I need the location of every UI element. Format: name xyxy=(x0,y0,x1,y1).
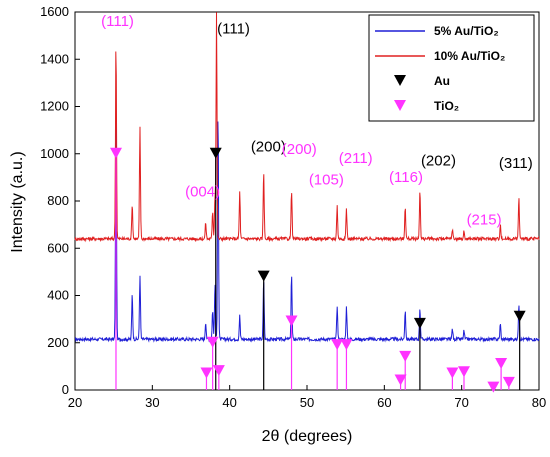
legend-label: 5% Au/TiO₂ xyxy=(434,24,499,38)
y-tick-label: 800 xyxy=(47,193,69,208)
y-tick-label: 1600 xyxy=(40,4,69,19)
legend-marker-swatch xyxy=(394,100,406,111)
peak-annotation: (111) xyxy=(217,20,250,37)
reference-marker xyxy=(446,367,459,379)
x-tick-label: 70 xyxy=(454,395,468,410)
peak-annotation: (202) xyxy=(421,153,456,170)
reference-marker xyxy=(513,310,526,322)
reference-marker xyxy=(495,358,508,370)
reference-marker xyxy=(457,366,470,378)
reference-marker xyxy=(340,339,353,351)
y-tick-label: 400 xyxy=(47,288,69,303)
reference-marker xyxy=(487,381,500,393)
legend: 5% Au/TiO₂ 10% Au/TiO₂ Au TiO₂ xyxy=(368,14,535,122)
reference-marker xyxy=(394,374,407,386)
reference-marker xyxy=(212,365,225,377)
reference-marker xyxy=(257,270,270,282)
x-tick-label: 60 xyxy=(377,395,391,410)
x-tick-label: 20 xyxy=(68,395,82,410)
reference-marker xyxy=(209,147,222,159)
y-axis-title: Intensity (a.u.) xyxy=(9,151,26,252)
legend-label: Au xyxy=(434,74,450,88)
peak-annotation: (111) xyxy=(101,13,134,30)
y-tick-label: 1200 xyxy=(40,99,69,114)
peak-annotation: (215) xyxy=(467,212,502,229)
peak-annotation: (211) xyxy=(339,150,373,167)
peak-annotation: (105) xyxy=(309,171,344,188)
x-tick-label: 50 xyxy=(300,395,314,410)
peak-annotation: (116) xyxy=(389,169,423,186)
y-tick-label: 200 xyxy=(47,335,69,350)
reference-marker xyxy=(399,350,412,362)
y-tick-label: 1000 xyxy=(40,146,69,161)
legend-label: TiO₂ xyxy=(434,99,459,113)
peak-annotation: (200) xyxy=(282,141,317,158)
reference-marker xyxy=(285,315,298,327)
reference-marker xyxy=(413,317,426,329)
y-tick-label: 0 xyxy=(62,382,69,397)
x-axis-title: 2θ (degrees) xyxy=(262,428,353,445)
x-tick-label: 40 xyxy=(222,395,236,410)
legend-marker-swatch xyxy=(394,75,406,86)
series-line-2 xyxy=(74,12,540,243)
peak-annotation: (200) xyxy=(251,138,286,155)
x-tick-label: 80 xyxy=(532,395,546,410)
reference-marker xyxy=(331,339,344,351)
reference-marker xyxy=(200,367,213,379)
series-line-1 xyxy=(74,120,540,343)
reference-marker xyxy=(109,147,122,159)
reference-marker xyxy=(206,336,219,348)
y-tick-label: 1400 xyxy=(40,51,69,66)
peak-annotation: (004) xyxy=(185,183,220,200)
x-tick-label: 30 xyxy=(145,395,159,410)
peak-annotation: (311) xyxy=(499,155,533,172)
y-tick-label: 600 xyxy=(47,240,69,255)
legend-label: 10% Au/TiO₂ xyxy=(434,49,505,63)
reference-marker xyxy=(502,376,515,388)
